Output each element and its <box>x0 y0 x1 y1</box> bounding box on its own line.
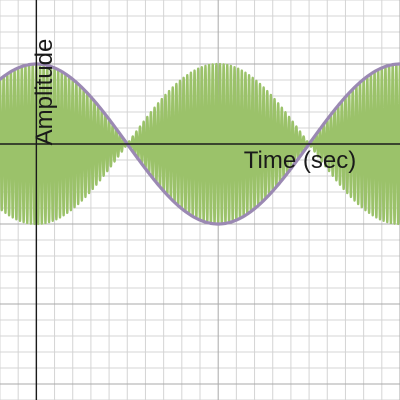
y-axis-title: Amplitude <box>31 39 58 146</box>
series-layer <box>0 62 400 226</box>
x-axis-title: Time (sec) <box>244 147 356 174</box>
envelope-series-line <box>0 62 400 226</box>
